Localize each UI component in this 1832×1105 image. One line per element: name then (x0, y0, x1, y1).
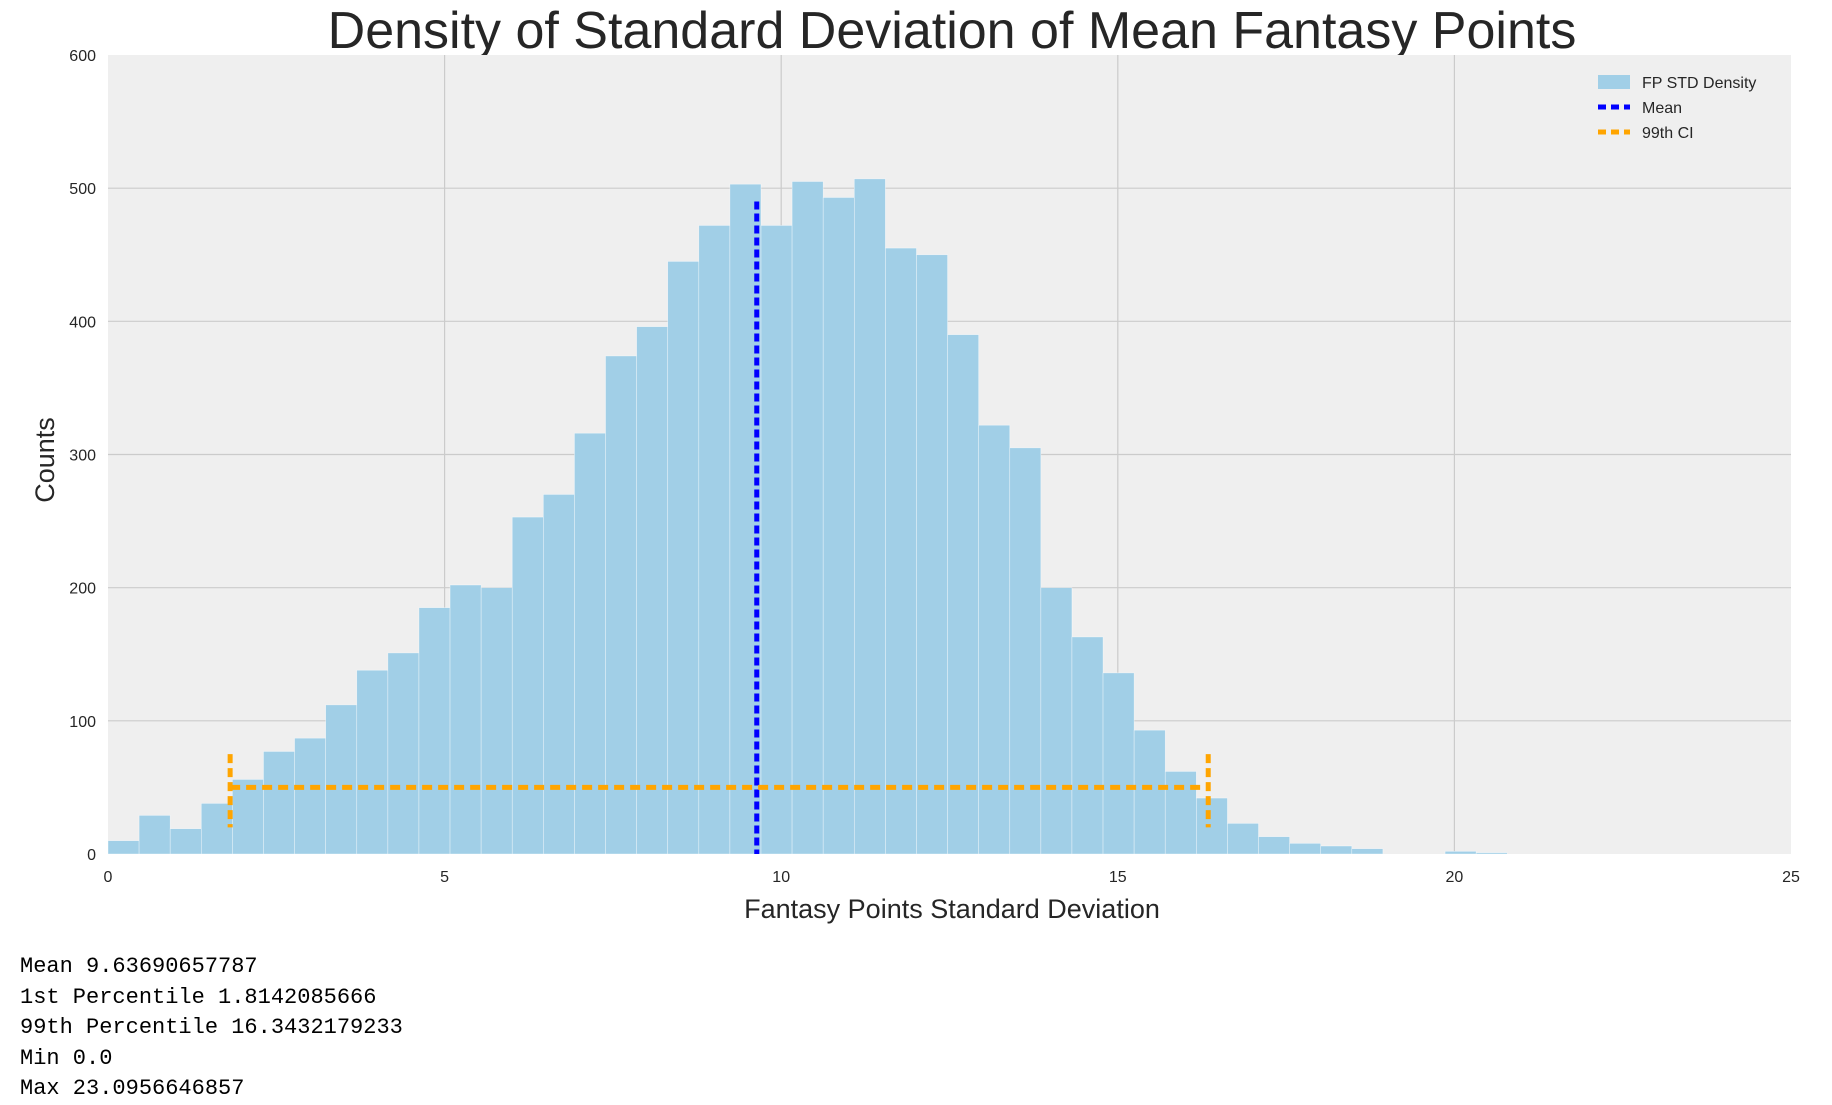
bar-6 (294, 737, 326, 855)
stat-line-max: Max 23.0956646857 (20, 1076, 245, 1101)
bar-28 (978, 424, 1011, 855)
summary-stats: Mean 9.63690657787 1st Percentile 1.8142… (20, 952, 403, 1105)
bar-32 (1102, 672, 1135, 855)
legend-swatch-0 (1598, 75, 1630, 89)
x-tick-label-0: 0 (104, 869, 113, 886)
legend-label-2: 99th CI (1642, 125, 1694, 142)
y-tick-label-5: 500 (69, 181, 96, 198)
x-tick-labels: 0 5 10 15 20 25 (104, 869, 1800, 886)
bar-19 (698, 225, 731, 855)
bar-17 (636, 326, 669, 855)
bar-30 (1040, 587, 1073, 855)
bar-37 (1258, 836, 1290, 855)
bar-14 (543, 494, 575, 855)
x-tick-label-2: 10 (772, 869, 790, 886)
y-tick-label-3: 300 (69, 448, 96, 465)
x-axis-label: Fantasy Points Standard Deviation (744, 894, 1160, 924)
bar-15 (574, 432, 606, 855)
histogram-chart: Density of Standard Deviation of Mean Fa… (30, 2, 1800, 924)
histogram-bars (107, 178, 1508, 855)
y-tick-label-6: 600 (69, 48, 96, 65)
legend-label-0: FP STD Density (1642, 75, 1756, 92)
bar-23 (822, 197, 855, 855)
bar-44 (1475, 852, 1508, 855)
bar-12 (480, 587, 513, 855)
stat-line-first-percentile: 1st Percentile 1.8142085666 (20, 984, 377, 1010)
y-tick-labels: 0 100 200 300 400 500 600 (69, 48, 96, 864)
bar-5 (263, 751, 295, 855)
stat-line-mean: Mean 9.63690657787 (20, 954, 258, 979)
x-tick-label-3: 15 (1109, 869, 1127, 886)
bar-7 (325, 704, 358, 855)
bar-36 (1227, 823, 1259, 855)
bar-21 (760, 225, 793, 855)
bar-35 (1196, 797, 1228, 855)
bar-34 (1164, 771, 1197, 855)
bar-13 (511, 516, 544, 855)
bar-0 (107, 840, 140, 855)
y-tick-label-1: 100 (69, 714, 96, 731)
bar-27 (947, 334, 979, 855)
bar-40 (1351, 848, 1384, 855)
bar-26 (916, 254, 948, 855)
bar-25 (885, 247, 917, 855)
bar-9 (387, 652, 420, 855)
bar-1 (138, 815, 171, 855)
bar-3 (200, 803, 233, 855)
bar-33 (1133, 729, 1166, 855)
legend-label-1: Mean (1642, 100, 1682, 117)
bar-38 (1289, 843, 1322, 855)
bar-2 (169, 828, 202, 855)
y-tick-label-4: 400 (69, 314, 96, 331)
bar-31 (1071, 636, 1104, 855)
bar-22 (791, 181, 824, 855)
bar-18 (667, 261, 700, 855)
y-axis-label: Counts (30, 417, 60, 503)
bar-11 (449, 584, 482, 855)
stat-line-min: Min 0.0 (20, 1045, 113, 1071)
bar-16 (605, 355, 637, 855)
y-tick-label-0: 0 (87, 847, 96, 864)
chart-title: Density of Standard Deviation of Mean Fa… (328, 2, 1577, 60)
bar-39 (1320, 845, 1353, 855)
bar-4 (232, 779, 264, 855)
x-tick-label-4: 20 (1446, 869, 1464, 886)
x-tick-label-5: 25 (1782, 869, 1800, 886)
bar-10 (418, 607, 451, 855)
stat-line-ninety-ninth-percentile: 99th Percentile 16.3432179233 (20, 1015, 403, 1040)
bar-29 (1009, 447, 1042, 855)
bar-24 (853, 178, 886, 855)
bar-43 (1444, 851, 1477, 855)
y-tick-label-2: 200 (69, 581, 96, 598)
x-tick-label-1: 5 (440, 869, 449, 886)
legend: FP STD Density Mean 99th CI (1598, 75, 1756, 142)
bar-8 (356, 669, 389, 855)
overlay-lines (227, 201, 1211, 854)
